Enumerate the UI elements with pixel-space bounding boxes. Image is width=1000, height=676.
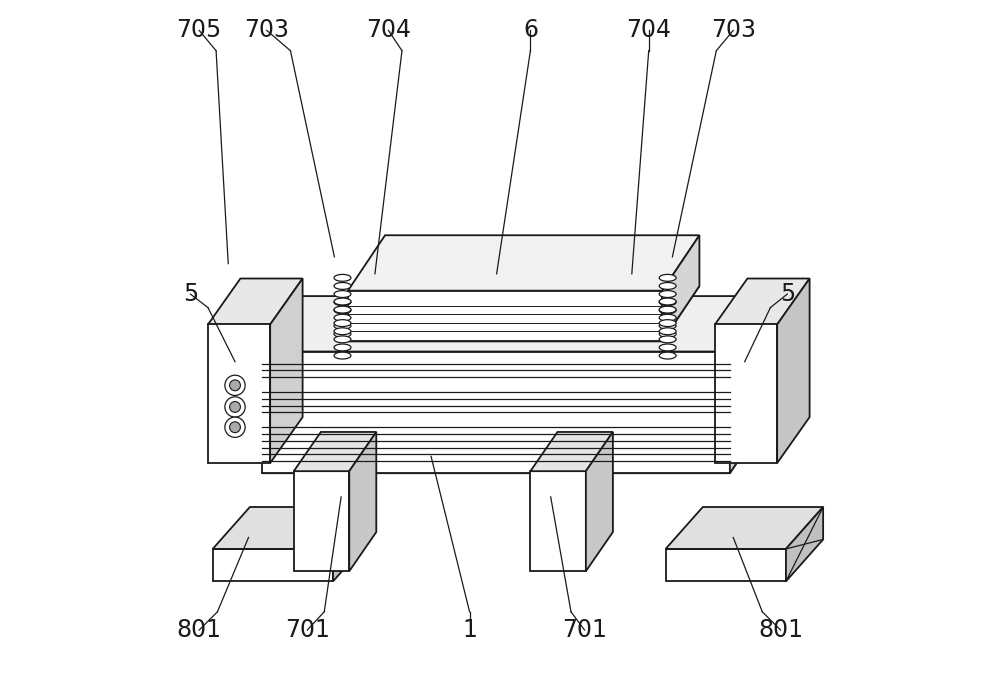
Ellipse shape <box>659 299 676 306</box>
Ellipse shape <box>659 314 676 321</box>
Ellipse shape <box>334 320 351 327</box>
Ellipse shape <box>659 291 676 297</box>
Polygon shape <box>333 507 370 581</box>
Ellipse shape <box>225 417 245 437</box>
Polygon shape <box>530 471 586 571</box>
Text: 701: 701 <box>285 618 330 642</box>
Ellipse shape <box>334 307 351 314</box>
Text: 705: 705 <box>177 18 222 43</box>
Polygon shape <box>666 507 823 549</box>
Ellipse shape <box>659 344 676 351</box>
Ellipse shape <box>659 331 676 337</box>
Polygon shape <box>294 432 376 471</box>
Text: 801: 801 <box>177 618 222 642</box>
Ellipse shape <box>659 352 676 359</box>
Polygon shape <box>777 279 810 463</box>
Polygon shape <box>294 471 349 571</box>
Text: 5: 5 <box>780 282 795 306</box>
Ellipse shape <box>230 380 240 391</box>
Ellipse shape <box>659 328 676 335</box>
Ellipse shape <box>334 331 351 337</box>
Ellipse shape <box>659 320 676 327</box>
Polygon shape <box>666 549 786 581</box>
Polygon shape <box>348 291 662 341</box>
Text: 704: 704 <box>626 18 671 43</box>
Polygon shape <box>348 286 699 341</box>
Ellipse shape <box>225 375 245 395</box>
Polygon shape <box>213 507 370 549</box>
Text: 704: 704 <box>366 18 411 43</box>
Polygon shape <box>208 279 303 324</box>
Polygon shape <box>262 296 767 352</box>
Polygon shape <box>213 549 333 581</box>
Ellipse shape <box>334 352 351 359</box>
Ellipse shape <box>230 422 240 433</box>
Polygon shape <box>786 507 823 581</box>
Ellipse shape <box>334 298 351 305</box>
Ellipse shape <box>334 274 351 281</box>
Text: 801: 801 <box>758 618 803 642</box>
Polygon shape <box>715 279 810 324</box>
Ellipse shape <box>334 344 351 351</box>
Ellipse shape <box>334 328 351 335</box>
Ellipse shape <box>334 299 351 306</box>
Polygon shape <box>262 352 730 473</box>
Ellipse shape <box>334 306 351 313</box>
Text: 6: 6 <box>523 18 538 43</box>
Ellipse shape <box>659 298 676 305</box>
Ellipse shape <box>334 283 351 289</box>
Polygon shape <box>586 432 613 571</box>
Ellipse shape <box>659 307 676 314</box>
Text: 701: 701 <box>562 618 607 642</box>
Ellipse shape <box>334 291 351 297</box>
Polygon shape <box>348 235 699 291</box>
Ellipse shape <box>334 314 351 321</box>
Ellipse shape <box>225 397 245 417</box>
Polygon shape <box>262 418 767 473</box>
Ellipse shape <box>230 402 240 412</box>
Polygon shape <box>715 324 777 463</box>
Polygon shape <box>270 279 303 463</box>
Ellipse shape <box>659 274 676 281</box>
Polygon shape <box>208 324 270 463</box>
Text: 703: 703 <box>711 18 756 43</box>
Ellipse shape <box>334 322 351 329</box>
Ellipse shape <box>659 336 676 343</box>
Ellipse shape <box>659 283 676 289</box>
Polygon shape <box>730 296 767 473</box>
Text: 703: 703 <box>244 18 289 43</box>
Polygon shape <box>349 432 376 571</box>
Ellipse shape <box>334 336 351 343</box>
Text: 5: 5 <box>183 282 198 306</box>
Ellipse shape <box>659 306 676 313</box>
Ellipse shape <box>659 322 676 329</box>
Polygon shape <box>530 432 613 471</box>
Polygon shape <box>662 235 699 341</box>
Text: 1: 1 <box>462 618 477 642</box>
